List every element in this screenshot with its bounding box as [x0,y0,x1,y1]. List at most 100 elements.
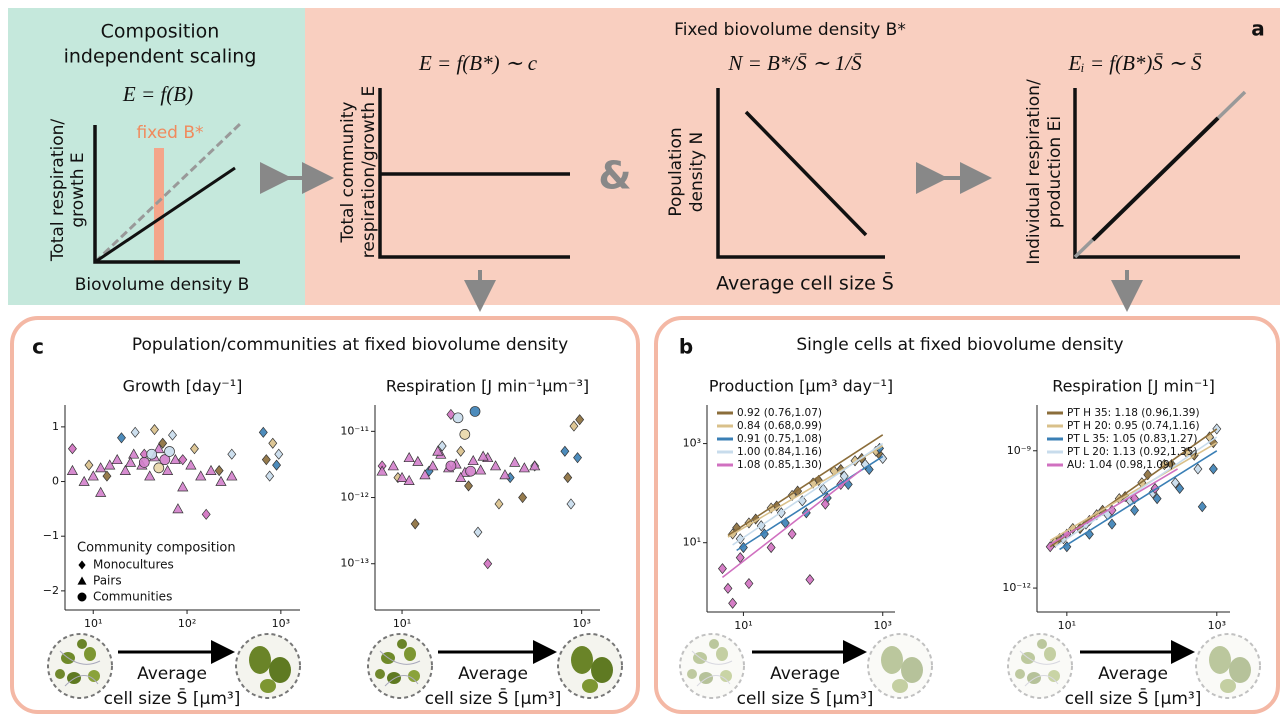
point [453,413,463,423]
point [112,455,122,464]
point [404,453,414,462]
point [574,453,582,463]
point [388,461,398,470]
point [131,427,139,437]
point [476,465,486,474]
y-tick-label: 10⁻⁹ [1007,444,1031,457]
point [103,471,111,481]
point [484,559,492,569]
point [178,482,188,491]
point [767,543,775,553]
point [96,487,106,496]
panel-label: c [32,335,44,359]
point [468,456,478,465]
legend-label: 0.84 (0.68,0.99) [737,420,822,432]
point [519,463,529,472]
point [446,461,456,471]
formula: Eᵢ = f(B*)S̄ ∼ S̄ [1067,51,1202,75]
y-label: production Ei [1045,116,1065,228]
legend-marker [78,561,85,570]
x-tick-label: 10¹ [1058,619,1076,632]
point [88,471,98,480]
point [68,444,76,454]
point [1131,505,1139,515]
y-tick-label: 10⁻¹² [340,491,369,504]
panel-label: b [679,335,693,359]
y-label: Total respiration/ [48,119,68,263]
point [457,446,465,456]
y-label: Total community [338,102,358,244]
legend-label: 1.00 (0.84,1.16) [737,446,822,458]
x-tick-label: 10² [178,617,196,630]
point [196,471,206,480]
fit-line [722,469,861,577]
legend-label: 1.08 (0.85,1.30) [737,459,822,471]
point [85,460,93,470]
x-tick-label: 10¹ [734,619,752,632]
point [79,477,89,486]
point [206,466,216,475]
arrow-label: Average [137,664,207,684]
point [576,415,584,425]
x-label: Biovolume density B [75,275,250,295]
point [147,449,157,459]
point [561,446,569,456]
point [465,481,473,491]
x-tick-label: 10¹ [393,617,411,630]
chart-title: Respiration [J min⁻¹] [1052,377,1215,396]
chart-title: Production [μm³ day⁻¹] [709,377,893,396]
y-label: Individual respiration/ [1024,79,1044,265]
point [428,461,438,470]
y-label: growth E [68,152,88,227]
arrow-label: cell size S̄ [μm³] [737,687,874,709]
point [275,449,283,459]
point [491,461,501,470]
x-label: Average cell size S̄ [716,270,894,294]
point [567,499,575,509]
point [470,406,480,416]
point [186,460,196,469]
y-tick-label: 1 [52,420,59,433]
arrow-label: cell size S̄ [μm³] [104,687,241,709]
formula: E = f(B) [122,82,193,106]
formula: N = B*/S̄ ∼ 1/S̄ [727,51,862,75]
point [139,457,149,467]
y-tick-label: −1 [43,529,59,542]
legend-label: PT H 35: 1.18 (0.96,1.39) [1067,407,1200,419]
legend-title: Community composition [77,541,236,556]
point [202,509,210,519]
point [117,433,125,443]
point [1198,502,1206,512]
point [126,457,136,466]
point [228,449,236,459]
point [474,527,482,537]
point [724,583,732,593]
figure: Composition independent scaling E = f(B)… [0,0,1285,718]
x-tick-label: 10³ [1208,619,1226,632]
legend-label: PT L 20: 1.13 (0.92,1.35) [1067,446,1198,458]
point [806,575,814,585]
legend-label: Pairs [93,574,122,588]
point [510,457,520,466]
legend-label: PT L 35: 1.05 (0.83,1.27) [1067,433,1198,445]
point [788,529,796,539]
point [413,457,423,466]
point [173,504,183,513]
panel-label: a [1251,17,1265,41]
chart-title: Growth [day⁻¹] [123,377,243,396]
annotation: fixed B* [136,123,203,143]
x-tick-label: 10³ [272,617,290,630]
point [169,430,177,440]
y-tick-label: 10³ [683,437,701,450]
point [67,466,77,475]
legend-label: Communities [93,590,172,604]
point [269,438,277,448]
x-tick-label: 10³ [874,619,892,632]
arrow-label: cell size S̄ [μm³] [425,687,562,709]
point [145,471,155,480]
point [151,425,159,435]
y-tick-label: 10⁻¹² [1002,581,1031,594]
point [570,421,578,431]
point [96,463,106,472]
point [1108,519,1116,529]
